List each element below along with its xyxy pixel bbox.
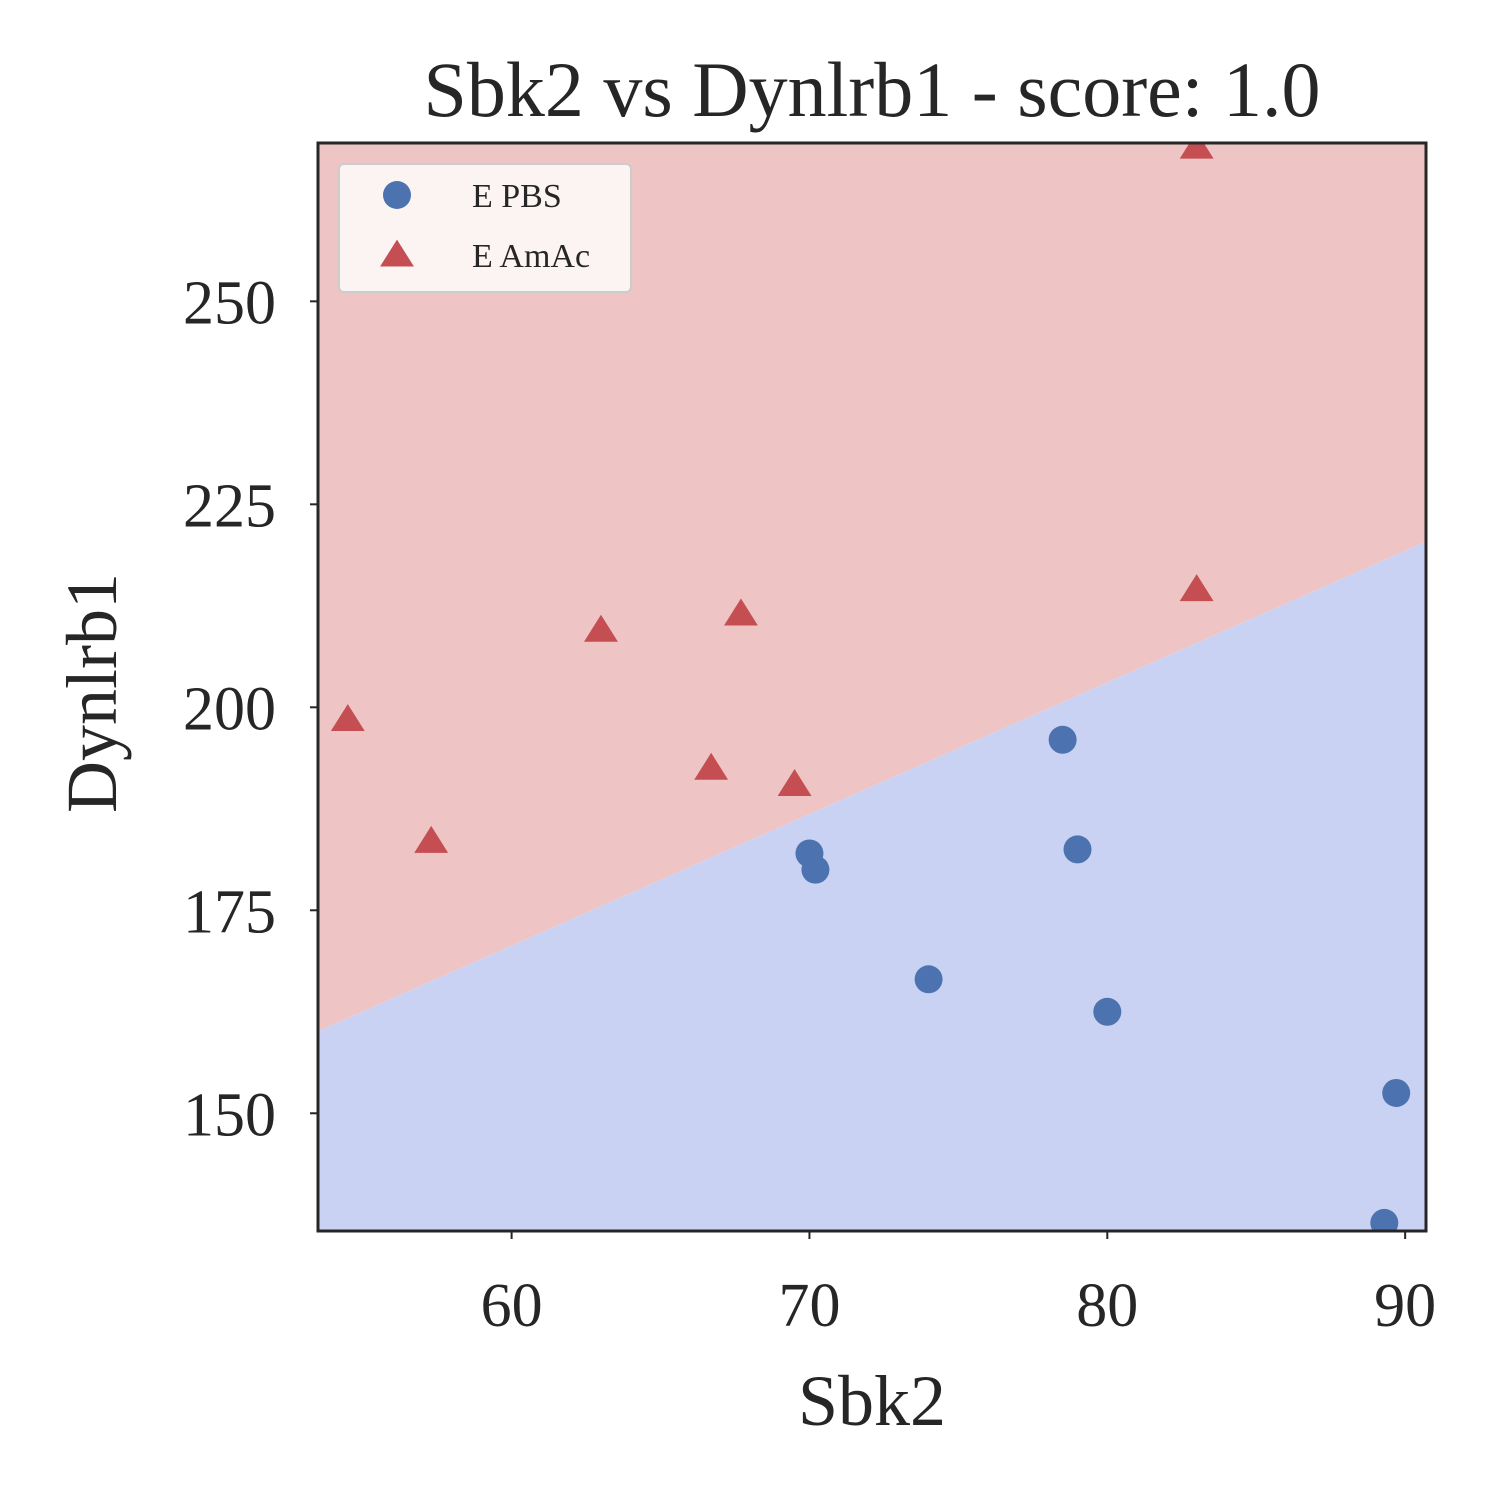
decision-regions [318, 143, 1426, 1231]
legend: E PBS E AmAc [338, 163, 632, 293]
pbs-point [914, 965, 943, 994]
pbs-point [1093, 997, 1122, 1026]
y-tick-label: 225 [183, 472, 276, 540]
data-points [330, 143, 1411, 1231]
pbs-point [1370, 1208, 1399, 1231]
amac-point [694, 752, 729, 780]
pbs-point [801, 855, 830, 884]
chart-title: Sbk2 vs Dynlrb1 - score: 1.0 [424, 46, 1321, 133]
amac-legend-marker [380, 239, 414, 267]
amac-point [1179, 574, 1214, 602]
region-e-amac [318, 143, 1426, 1032]
legend-label: E PBS [472, 178, 562, 215]
y-axis-ticks: 150 175 200 225 250 [183, 269, 318, 1149]
pbs-legend-marker [383, 181, 411, 209]
amac-point [414, 825, 449, 853]
legend-box [338, 163, 632, 293]
region-e-pbs [318, 541, 1426, 1231]
x-tick-label: 60 [481, 1272, 543, 1340]
x-tick-label: 70 [778, 1272, 840, 1340]
y-tick-label: 200 [183, 675, 276, 743]
x-tick-label: 80 [1076, 1272, 1138, 1340]
x-tick-label: 90 [1374, 1272, 1436, 1340]
pbs-point [1048, 725, 1077, 754]
y-axis-label: Dynlrb1 [52, 573, 132, 813]
legend-label: E AmAc [472, 238, 590, 275]
amac-point [584, 614, 618, 642]
y-tick-label: 150 [183, 1081, 276, 1149]
x-axis-ticks: 60 70 80 90 [481, 1231, 1436, 1340]
x-axis-label: Sbk2 [798, 1361, 946, 1441]
amac-point [777, 769, 812, 796]
plot-frame [316, 141, 1428, 1233]
y-tick-label: 175 [183, 878, 276, 946]
amac-point [330, 704, 365, 732]
amac-point [724, 598, 758, 626]
y-tick-label: 250 [183, 269, 276, 337]
pbs-point [1063, 835, 1092, 864]
amac-point [1179, 143, 1214, 159]
pbs-point [1382, 1078, 1411, 1107]
